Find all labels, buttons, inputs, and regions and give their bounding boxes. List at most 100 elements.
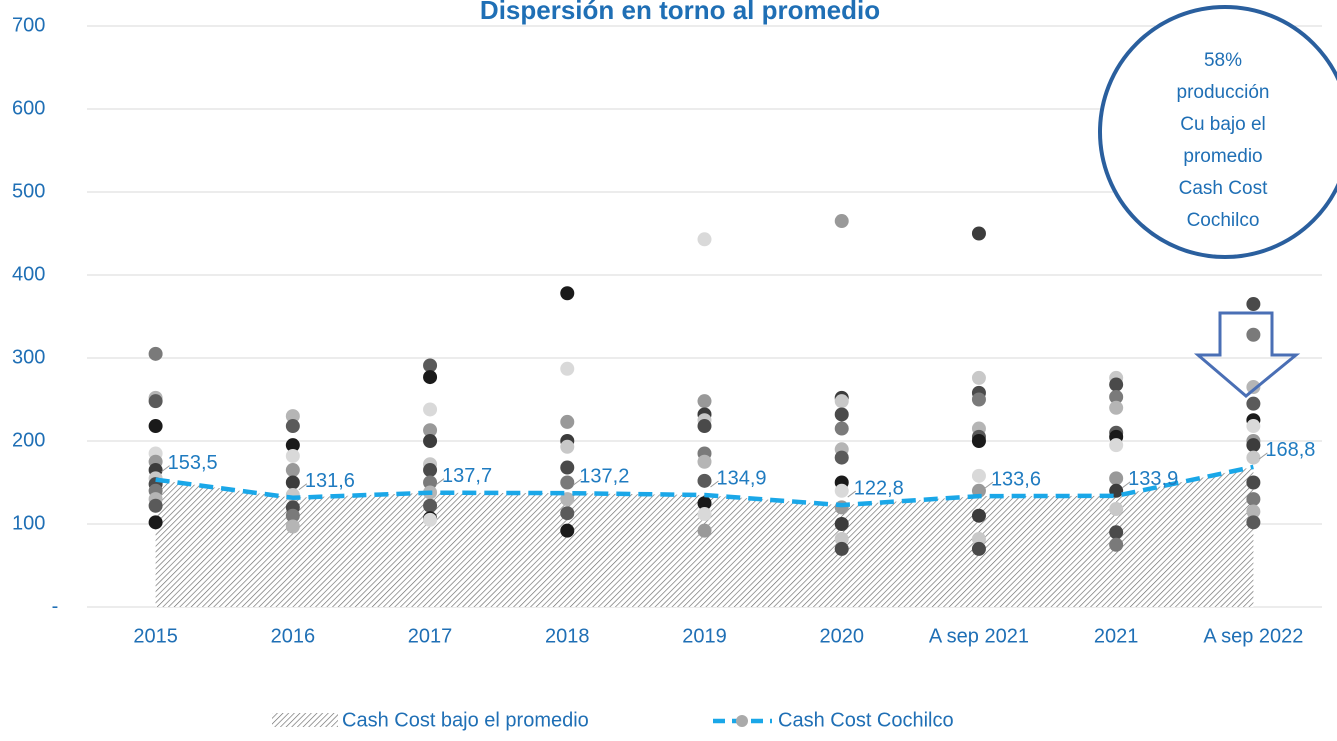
dot xyxy=(285,508,300,523)
dot xyxy=(697,454,712,469)
dot xyxy=(560,506,575,521)
annotation-line: Cu bajo el xyxy=(1180,114,1266,135)
dot xyxy=(1246,504,1261,519)
dot xyxy=(834,214,849,229)
dot xyxy=(560,492,575,507)
y-tick-label: 400 xyxy=(12,263,45,285)
dot xyxy=(148,419,163,434)
dot xyxy=(834,450,849,465)
dot xyxy=(834,421,849,436)
dot xyxy=(834,483,849,498)
dot xyxy=(1109,400,1124,415)
dot xyxy=(423,423,438,438)
dot xyxy=(697,394,712,409)
dot xyxy=(971,508,986,523)
legend-swatch xyxy=(272,713,338,727)
dot xyxy=(1109,438,1124,453)
dot xyxy=(971,468,986,483)
dot xyxy=(423,512,438,527)
dot xyxy=(423,358,438,373)
dot xyxy=(423,475,438,490)
dot xyxy=(834,541,849,556)
annotation-line: producción xyxy=(1177,82,1270,103)
dot xyxy=(697,523,712,538)
dot xyxy=(560,523,575,538)
annotation: 58% producción Cu bajo el promedio Cash Cost… xyxy=(1177,50,1270,231)
grid: - 100 200 300 400 500 600 700 2015 2016 2017 2018 20… xyxy=(12,14,1322,647)
y-tick-label: 700 xyxy=(12,14,45,36)
dot xyxy=(834,531,849,546)
label-leader xyxy=(847,490,857,498)
dot xyxy=(1246,450,1261,465)
dot xyxy=(1246,380,1261,395)
dot xyxy=(423,402,438,417)
line xyxy=(155,464,1254,508)
x-tick-label: 2018 xyxy=(545,625,590,647)
value-label: 133,6 xyxy=(991,468,1041,490)
annotation-line: promedio xyxy=(1183,146,1262,167)
label-leader xyxy=(710,480,719,488)
dot xyxy=(971,541,986,556)
dot xyxy=(1246,419,1261,434)
dot xyxy=(971,370,986,385)
value-label: 131,6 xyxy=(305,470,355,492)
dot xyxy=(560,475,575,490)
dot xyxy=(971,434,986,448)
y-tick-label: 200 xyxy=(12,429,45,451)
dot xyxy=(1246,396,1261,411)
dot xyxy=(1109,502,1124,517)
legend-label: Cash Cost Cochilco xyxy=(778,709,954,731)
dot xyxy=(1246,515,1261,530)
dot xyxy=(834,407,849,422)
label-leader xyxy=(298,483,308,491)
y-tick-label: - xyxy=(52,595,59,617)
value-label: 168,8 xyxy=(1265,439,1315,461)
x-tick-label: 2020 xyxy=(819,625,864,647)
labels-layer: 153,5 131,6 137,7 137,2 134,9 122,8 133,6 133,9… xyxy=(161,439,1315,499)
dot xyxy=(834,517,849,531)
label-leader xyxy=(572,478,582,486)
dot xyxy=(1109,471,1124,486)
y-tick-label: 100 xyxy=(12,512,45,534)
dot xyxy=(148,515,163,530)
dots-layer xyxy=(148,214,1261,556)
dot xyxy=(697,419,712,434)
dot xyxy=(697,507,712,522)
annotation-line: Cash Cost xyxy=(1179,178,1268,199)
x-tick-label: 2019 xyxy=(682,625,727,647)
dot xyxy=(1246,438,1261,453)
value-label: 134,9 xyxy=(717,467,767,489)
dot xyxy=(423,463,438,478)
dot xyxy=(560,439,575,454)
label-leader xyxy=(984,481,994,489)
dot xyxy=(1109,390,1124,405)
dot xyxy=(1109,377,1124,392)
dot xyxy=(1246,492,1261,507)
dot xyxy=(285,448,300,463)
label-leader xyxy=(1259,452,1268,460)
x-tick-label: A sep 2021 xyxy=(929,625,1029,647)
dot xyxy=(1246,475,1261,490)
dot xyxy=(285,519,300,534)
dot xyxy=(697,473,712,488)
label-leader xyxy=(435,478,445,486)
annotation-line: 58% xyxy=(1204,50,1242,71)
dot xyxy=(148,498,163,513)
value-label: 137,2 xyxy=(579,465,629,487)
dot xyxy=(697,232,712,247)
y-tick-label: 300 xyxy=(12,346,45,368)
dot xyxy=(560,361,575,376)
dot xyxy=(1109,537,1124,552)
dot xyxy=(971,226,986,241)
x-tick-label: 2021 xyxy=(1094,625,1139,647)
annotation-circle xyxy=(1098,5,1337,259)
dot xyxy=(148,394,163,409)
label-leader xyxy=(1121,481,1131,489)
x-tick-label: 2015 xyxy=(133,625,178,647)
legend-label: Cash Cost bajo el promedio xyxy=(342,709,589,731)
value-label: 133,9 xyxy=(1128,468,1178,490)
label-leader xyxy=(161,465,170,472)
value-label: 137,7 xyxy=(442,465,492,487)
x-tick-label: A sep 2022 xyxy=(1203,625,1303,647)
y-tick-label: 600 xyxy=(12,97,45,119)
